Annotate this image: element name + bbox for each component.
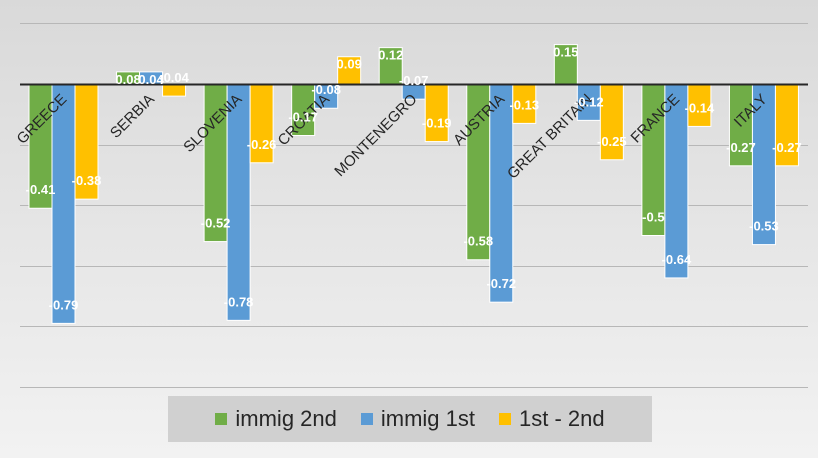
data-label: -0.04: [159, 70, 189, 85]
data-label: -0.12: [574, 94, 604, 109]
legend-item-immig-2nd: immig 2nd: [215, 406, 337, 432]
category-label: MONTENEGRO: [331, 91, 420, 180]
legend-label: immig 1st: [380, 406, 475, 431]
data-label: -0.53: [749, 219, 779, 234]
chart-legend: immig 2nd immig 1st 1st - 2nd: [168, 396, 652, 442]
bar-montenegro-2: [424, 83, 449, 143]
data-label: -0.27: [772, 140, 802, 155]
data-label: -0.08: [311, 82, 341, 97]
data-label: -0.52: [201, 216, 231, 231]
bar-greece-1: [51, 83, 76, 324]
data-label: 0.04: [138, 72, 164, 87]
data-label: -0.17: [288, 110, 318, 125]
legend-swatch: [360, 413, 373, 425]
data-label: -0.64: [662, 252, 692, 267]
category-label: SERBIA: [107, 91, 158, 142]
legend-label: 1st - 2nd: [519, 406, 605, 431]
data-label: -0.79: [49, 297, 79, 312]
data-label: -0.41: [26, 182, 56, 197]
legend-item-immig-1st: immig 1st: [360, 406, 475, 432]
legend-item-1st-2nd: 1st - 2nd: [499, 406, 605, 432]
data-label: -0.26: [247, 137, 277, 152]
data-label: -0.27: [726, 140, 756, 155]
legend-swatch: [499, 413, 511, 425]
data-label: 0.12: [378, 48, 403, 63]
bar-serbia-2: [162, 83, 187, 97]
legend-swatch: [215, 413, 228, 425]
bars: [20, 44, 808, 324]
data-label: -0.13: [509, 97, 539, 112]
data-label: -0.19: [422, 116, 452, 131]
data-labels: -0.41 -0.79 -0.38 0.080.04-0.04 -0.52 -0.78 -0…: [26, 45, 802, 313]
data-label: -0.5: [642, 210, 664, 225]
data-label: -0.14: [685, 100, 715, 115]
data-label: -0.78: [224, 294, 254, 309]
data-label: 0.08: [115, 72, 140, 87]
data-label: -0.38: [72, 173, 102, 188]
bar-slovenia-1: [226, 83, 251, 321]
data-label: -0.58: [463, 234, 493, 249]
data-label: 0.15: [553, 45, 578, 60]
legend-label: immig 2nd: [235, 406, 337, 431]
data-label: -0.25: [597, 134, 627, 149]
data-label: -0.72: [486, 276, 516, 291]
data-label: 0.09: [337, 57, 362, 72]
data-label: -0.07: [399, 73, 429, 88]
